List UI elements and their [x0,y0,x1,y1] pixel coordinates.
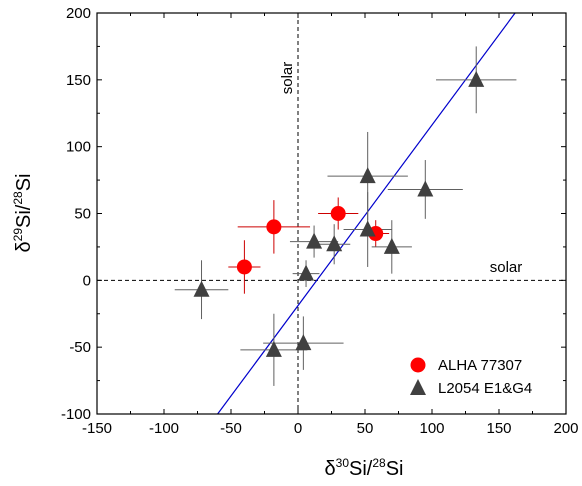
data-point-triangle-8 [383,237,400,254]
data-point-circle-0 [236,259,252,275]
legend-label-0: ALHA 77307 [438,357,522,374]
plot-area [97,12,566,415]
y-tick-label: 150 [66,72,91,89]
data-point-triangle-4 [306,232,323,249]
x-tick-label: 50 [357,420,374,437]
horizontal-solar-annotation: solar [490,259,523,276]
data-point-triangle-0 [193,280,210,297]
x-axis-title: δ30Si/28Si [325,456,404,480]
data-point-triangle-5 [326,235,343,252]
legend-marker-1 [410,379,426,395]
data-point-triangle-9 [417,180,434,197]
x-tick-label: -150 [82,420,112,437]
y-tick-label: -50 [69,339,91,356]
data-point-triangle-2 [295,334,312,351]
axes: -150 -100 -50 0 50 100 150 200-100-500501001502… [61,5,579,437]
legend-label-1: L2054 E1&G4 [438,380,532,397]
data-point-triangle-3 [298,264,315,281]
legend-marker-0 [410,357,426,373]
x-tick-label: 200 [553,420,578,437]
data-point-circle-1 [266,219,282,235]
x-tick-label: 100 [419,420,444,437]
y-tick-label: 100 [66,139,91,156]
y-tick-label: -100 [61,406,91,423]
x-tick-label: 0 [294,420,302,437]
data-point-triangle-10 [468,70,485,87]
x-tick-label: 150 [486,420,511,437]
legend: ALHA 77307 L2054 E1&G4 [410,357,532,397]
fit-line [217,12,516,415]
y-tick-label: 50 [74,206,91,223]
y-tick-label: 0 [83,272,91,289]
data-point-triangle-6 [359,167,376,184]
data-point-triangle-1 [265,340,282,357]
data-point-triangle-7 [359,220,376,237]
x-tick-label: -100 [149,420,179,437]
x-tick-label: -50 [220,420,242,437]
vertical-solar-annotation: solar [279,62,296,95]
y-tick-label: 200 [66,5,91,22]
data-point-circle-2 [330,206,346,221]
y-axis-title: δ29Si/28Si [11,174,35,253]
